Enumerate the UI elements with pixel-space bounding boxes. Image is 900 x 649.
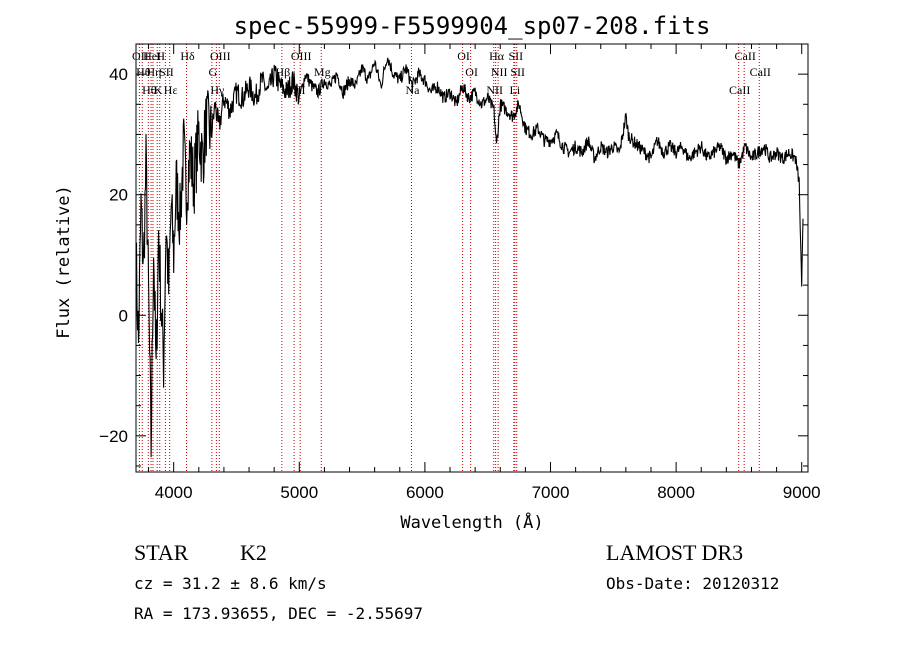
spectral-line-label: Hε — [164, 83, 178, 97]
spectral-line-label: CaII — [729, 83, 750, 97]
spectrum-chart: spec-55999-F5599904_sp07-208.fits OIIHθH… — [54, 12, 821, 533]
spectral-line-label: OIII — [210, 49, 231, 63]
spectral-line-label: CaII — [750, 65, 771, 79]
spectral-line-label: OIII — [291, 49, 312, 63]
spectral-line-label: Hθ — [142, 83, 157, 97]
spectral-line-label: NII — [486, 83, 503, 97]
x-tick-label: 6000 — [406, 483, 444, 502]
chart-title: spec-55999-F5599904_sp07-208.fits — [234, 12, 711, 40]
spectral-line-label: CaII — [735, 49, 756, 63]
x-tick-label: 9000 — [783, 483, 821, 502]
spectral-line-label: Hη — [146, 65, 161, 79]
x-axis-label: Wavelength (Å) — [400, 511, 543, 533]
object-subclass: K2 — [240, 540, 267, 565]
spectral-line-labels: OIIHθHθHeIHηKHSIIHεHδGHγOIIIHβOIIIOIIIMg… — [132, 49, 771, 97]
survey-name: LAMOST DR3 — [606, 540, 744, 565]
spectral-line-label: Hδ — [180, 49, 195, 63]
y-tick-label: 40 — [109, 65, 128, 84]
spectral-line-label: Li — [509, 83, 520, 97]
spectral-line-label: Hθ — [136, 65, 151, 79]
y-tick-label: −20 — [99, 427, 128, 446]
obs-date: Obs-Date: 20120312 — [606, 574, 780, 593]
x-tick-label: 5000 — [280, 483, 318, 502]
y-tick-label: 20 — [109, 186, 128, 205]
y-axis-label: Flux (relative) — [54, 185, 74, 339]
spectrum-line — [135, 57, 804, 458]
spectrum-layer — [135, 57, 804, 458]
x-tick-label: 8000 — [657, 483, 695, 502]
axis-ticks: 4000 5000 6000 7000 8000 9000 −20 0 20 40 — [99, 43, 821, 502]
spectral-line-label: SII — [510, 65, 525, 79]
spectral-line-label: Hα — [489, 49, 505, 63]
spectral-line-label: OI — [465, 65, 478, 79]
spectral-line-label: HeI — [143, 49, 161, 63]
coordinates: RA = 173.93655, DEC = -2.55697 — [134, 604, 423, 623]
spectral-line-label: H — [156, 49, 165, 63]
plot-frame — [135, 43, 809, 473]
y-tick-label: 0 — [119, 306, 128, 325]
spectral-line-label: SII — [508, 49, 523, 63]
spectral-line-label: NII — [491, 65, 508, 79]
spectral-line-label: SII — [159, 65, 174, 79]
spectral-line-label: Mg — [314, 65, 331, 79]
x-tick-label: 7000 — [532, 483, 570, 502]
spectral-line-label: K — [154, 83, 163, 97]
redshift-info: cz = 31.2 ± 8.6 km/s — [134, 574, 327, 593]
x-tick-label: 4000 — [155, 483, 193, 502]
object-class: STAR — [134, 540, 189, 565]
spectral-line-label: Hγ — [210, 83, 225, 97]
spectral-line-label: G — [209, 65, 218, 79]
spectral-line-label: OI — [457, 49, 470, 63]
